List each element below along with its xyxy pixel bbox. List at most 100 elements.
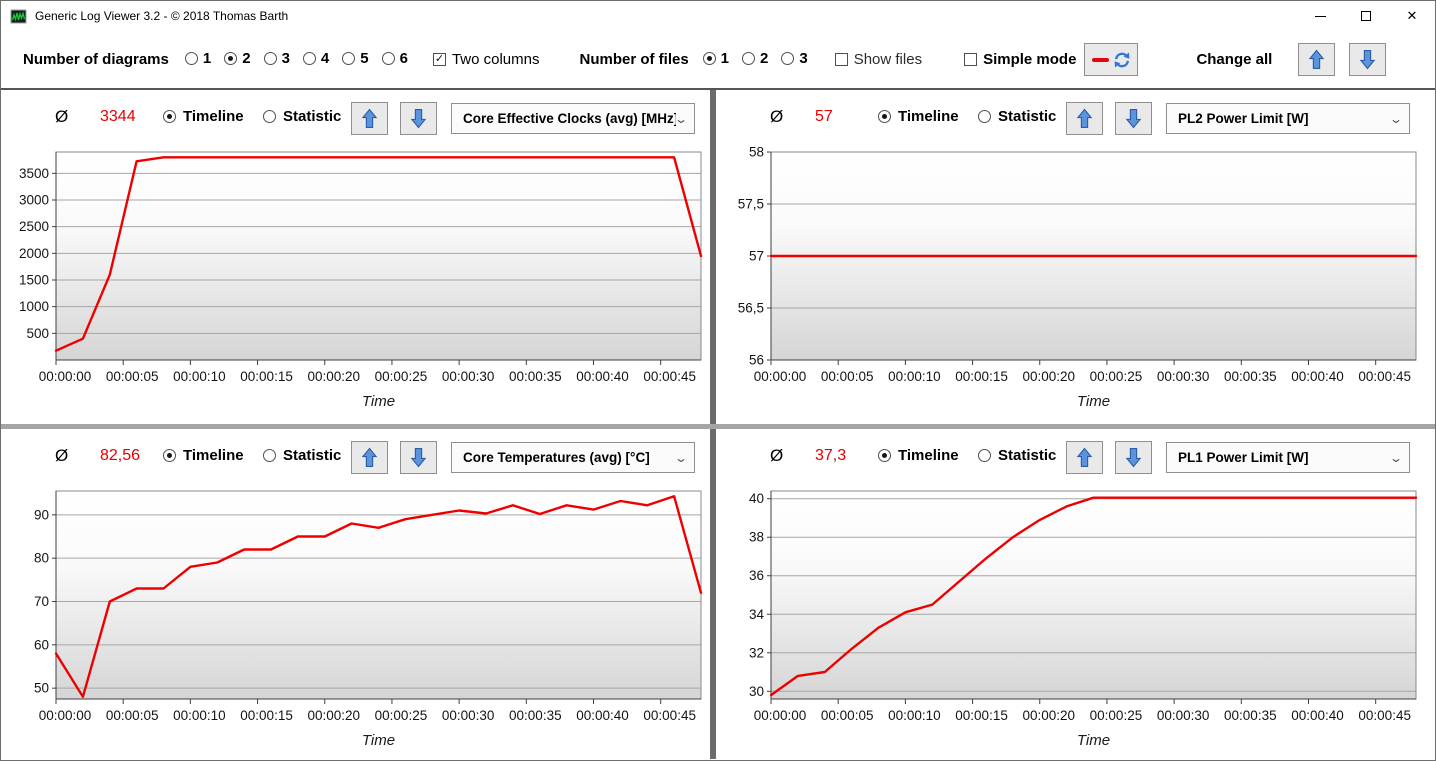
svg-text:40: 40 [749, 491, 764, 506]
svg-text:80: 80 [34, 551, 49, 566]
arrow-up-icon [1076, 447, 1093, 468]
timeline-radio[interactable]: Timeline [163, 108, 244, 125]
file-count-label: 3 [799, 50, 808, 67]
diagram-count-label: 2 [242, 50, 251, 67]
radio-icon [878, 449, 891, 462]
svg-text:00:00:45: 00:00:45 [643, 708, 696, 723]
chart-panel-bottom-right: Ø 37,3 Timeline Statistic PL1 Power Limi… [716, 429, 1435, 759]
svg-text:00:00:00: 00:00:00 [39, 369, 92, 384]
maximize-button[interactable] [1343, 1, 1389, 31]
average-symbol: Ø [770, 107, 784, 126]
show-files-checkbox[interactable]: Show files [834, 51, 923, 68]
statistic-radio[interactable]: Statistic [263, 447, 341, 464]
diagram-count-label: 6 [399, 50, 408, 67]
titlebar: Generic Log Viewer 3.2 - © 2018 Thomas B… [1, 1, 1435, 31]
svg-text:1000: 1000 [19, 299, 49, 314]
arrow-down-icon [410, 447, 427, 468]
svg-text:36: 36 [749, 568, 764, 583]
move-down-button[interactable] [400, 102, 437, 135]
file-count-3[interactable]: 3 [781, 50, 808, 67]
two-columns-checkbox[interactable]: ✓ Two columns [432, 51, 540, 68]
statistic-radio[interactable]: Statistic [978, 108, 1056, 125]
diagram-count-6[interactable]: 6 [381, 50, 408, 67]
svg-text:00:00:20: 00:00:20 [307, 369, 360, 384]
timeline-chart: 500 1000 1500 2000 2500 3000 3500 00:00:00 00:00… [19, 151, 703, 410]
svg-text:34: 34 [749, 607, 765, 622]
radio-icon [978, 110, 991, 123]
move-up-button[interactable] [1066, 102, 1103, 135]
statistic-radio[interactable]: Statistic [263, 108, 341, 125]
file-count-label: 2 [760, 50, 769, 67]
horizontal-divider [1, 424, 1435, 429]
panel-header: Ø 57 Timeline Statistic PL2 Power Limit … [716, 90, 1435, 146]
number-of-files-label: Number of files [579, 51, 689, 68]
close-button[interactable]: ✕ [1389, 1, 1435, 31]
svg-text:57: 57 [749, 249, 764, 264]
line-style-reset-button[interactable] [1084, 43, 1139, 76]
radio-icon [224, 52, 238, 65]
two-columns-label: Two columns [451, 51, 540, 68]
change-all-down-button[interactable] [1349, 43, 1387, 76]
close-icon: ✕ [1406, 8, 1418, 23]
move-down-button[interactable] [400, 441, 437, 474]
svg-text:00:00:05: 00:00:05 [821, 708, 874, 723]
change-all-up-button[interactable] [1298, 43, 1336, 76]
move-down-button[interactable] [1115, 441, 1152, 474]
diagram-count-group: 1 2 3 4 5 6 [184, 50, 421, 69]
minimize-button[interactable] [1297, 1, 1343, 31]
checkbox-icon [834, 53, 848, 66]
svg-text:00:00:15: 00:00:15 [955, 369, 1008, 384]
arrow-down-icon [1359, 49, 1376, 70]
svg-text:00:00:20: 00:00:20 [1022, 369, 1075, 384]
move-up-button[interactable] [351, 441, 388, 474]
diagram-count-4[interactable]: 4 [302, 50, 329, 67]
file-count-1[interactable]: 1 [702, 50, 729, 67]
metric-dropdown-value: PL2 Power Limit [W] [1178, 111, 1309, 126]
svg-text:00:00:10: 00:00:10 [888, 708, 941, 723]
checkbox-icon [964, 53, 978, 66]
svg-text:58: 58 [749, 146, 764, 160]
show-files-label: Show files [853, 51, 923, 68]
x-axis-label: Time [362, 393, 395, 410]
metric-dropdown[interactable]: Core Temperatures (avg) [°C] ⌄ [451, 442, 695, 473]
metric-dropdown[interactable]: Core Effective Clocks (avg) [MHz] ⌄ [451, 103, 695, 134]
window-title: Generic Log Viewer 3.2 - © 2018 Thomas B… [35, 9, 289, 23]
svg-text:3000: 3000 [19, 193, 49, 208]
x-axis-label: Time [1077, 732, 1110, 749]
svg-text:00:00:35: 00:00:35 [1224, 369, 1277, 384]
diagram-count-3[interactable]: 3 [263, 50, 290, 67]
metric-dropdown[interactable]: PL2 Power Limit [W] ⌄ [1166, 103, 1410, 134]
chevron-down-icon: ⌄ [1388, 450, 1404, 465]
metric-dropdown[interactable]: PL1 Power Limit [W] ⌄ [1166, 442, 1410, 473]
move-up-button[interactable] [1066, 441, 1103, 474]
file-count-2[interactable]: 2 [742, 50, 768, 67]
move-up-button[interactable] [351, 102, 388, 135]
svg-text:00:00:25: 00:00:25 [375, 369, 428, 384]
svg-text:1500: 1500 [19, 273, 49, 288]
move-down-button[interactable] [1115, 102, 1152, 135]
diagram-count-5[interactable]: 5 [342, 50, 369, 67]
timeline-radio[interactable]: Timeline [878, 447, 959, 464]
diagram-count-label: 5 [360, 50, 369, 67]
svg-text:56: 56 [749, 353, 764, 368]
timeline-label: Timeline [898, 108, 959, 125]
svg-text:00:00:25: 00:00:25 [1090, 708, 1143, 723]
average-value: 82,56 [100, 447, 141, 464]
change-all-label: Change all [1196, 51, 1273, 68]
statistic-radio[interactable]: Statistic [978, 447, 1056, 464]
diagram-count-2[interactable]: 2 [224, 50, 251, 67]
svg-text:00:00:10: 00:00:10 [173, 369, 226, 384]
charts-grid: Ø 3344 Timeline Statistic Core Effective… [1, 88, 1435, 761]
statistic-label: Statistic [998, 447, 1057, 464]
timeline-radio[interactable]: Timeline [163, 447, 244, 464]
timeline-radio[interactable]: Timeline [878, 108, 959, 125]
diagram-count-label: 3 [281, 50, 290, 67]
app-icon [10, 9, 27, 23]
svg-text:32: 32 [749, 645, 764, 660]
statistic-label: Statistic [998, 108, 1057, 125]
timeline-chart: 50 60 70 80 90 00:00:00 00:00:05 00:00:10 00:00:… [34, 490, 703, 749]
diagram-count-1[interactable]: 1 [184, 50, 211, 67]
file-count-group: 1 2 3 [702, 50, 821, 69]
simple-mode-checkbox[interactable]: Simple mode [964, 51, 1076, 68]
svg-text:00:00:20: 00:00:20 [1022, 708, 1075, 723]
